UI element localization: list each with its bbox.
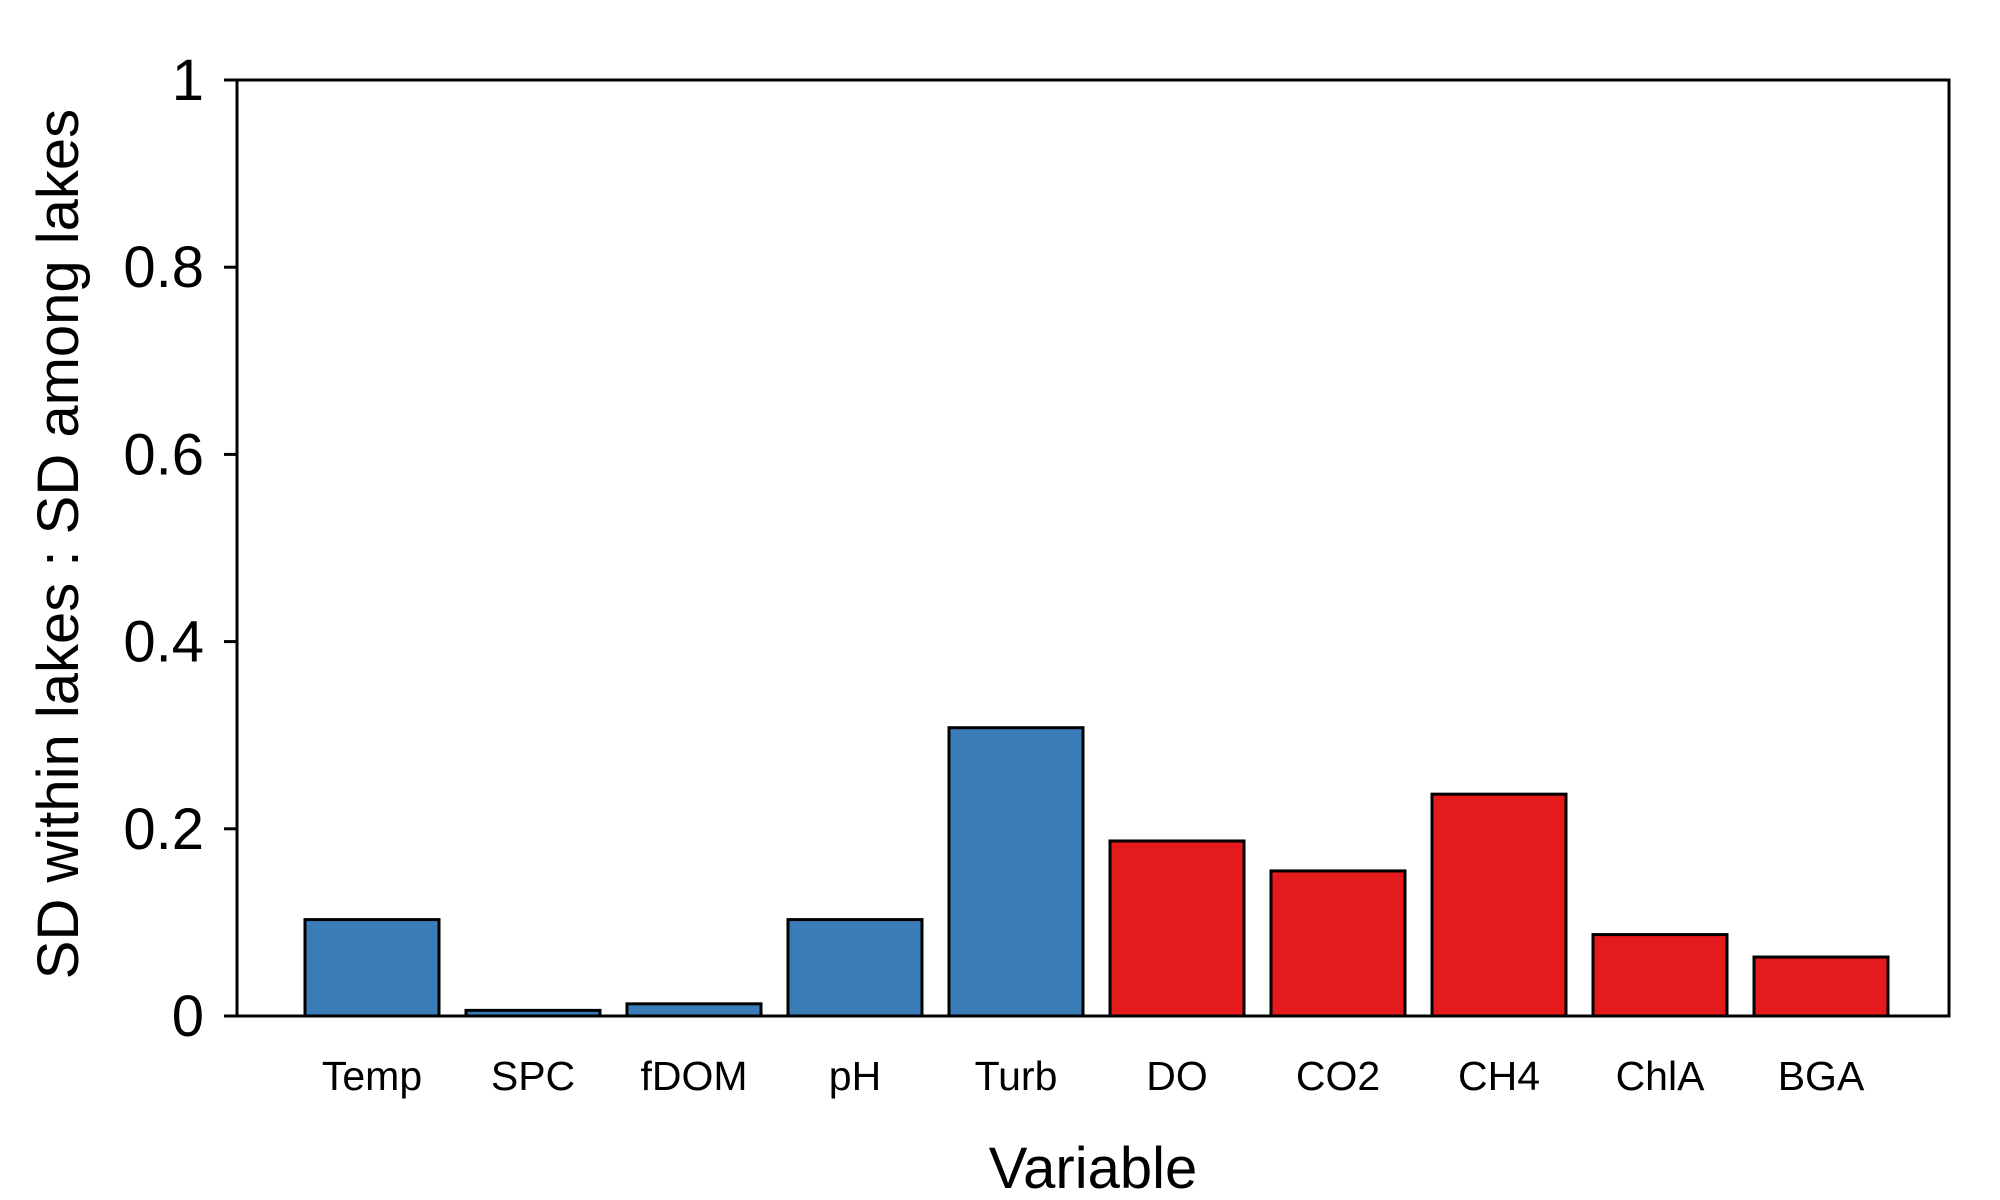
bar-do <box>1108 839 1246 1018</box>
x-tick-label-co2: CO2 <box>1296 1053 1380 1099</box>
y-tick-label: 1 <box>172 48 204 113</box>
x-axis: Temp SPC fDOM pH Turb DO CO2 CH4 ChlA BGA <box>322 1053 1865 1099</box>
bar-bga <box>1752 955 1890 1018</box>
x-tick-label-bga: BGA <box>1778 1053 1865 1099</box>
plot-frame <box>235 78 1951 1018</box>
y-tick-label: 0.2 <box>123 797 204 862</box>
x-tick-label-fdom: fDOM <box>640 1053 747 1099</box>
bar-co2 <box>1269 869 1407 1018</box>
bar-turb <box>947 726 1085 1018</box>
bar-temp <box>303 918 441 1018</box>
x-tick-label-temp: Temp <box>322 1053 422 1099</box>
y-tick-label: 0.8 <box>123 235 204 300</box>
x-tick-label-chla: ChlA <box>1616 1053 1706 1099</box>
y-axis: 0 0.2 0.4 0.6 0.8 1 <box>123 48 237 1049</box>
bar-chla <box>1591 933 1729 1018</box>
y-tick-label: 0.6 <box>123 422 204 487</box>
bar-spc <box>464 1008 602 1018</box>
plot-area <box>235 78 1951 1018</box>
x-tick-label-turb: Turb <box>975 1053 1058 1099</box>
x-axis-title: Variable <box>989 1136 1198 1200</box>
y-axis-title: SD within lakes : SD among lakes <box>26 109 91 979</box>
bar-ch4 <box>1430 792 1568 1018</box>
y-tick-label: 0.4 <box>123 610 204 675</box>
x-tick-label-spc: SPC <box>491 1053 575 1099</box>
bars-layer <box>303 726 1890 1018</box>
x-tick-label-do: DO <box>1146 1053 1208 1099</box>
x-tick-label-ph: pH <box>829 1053 881 1099</box>
bar-ph <box>786 918 924 1018</box>
x-tick-label-ch4: CH4 <box>1458 1053 1540 1099</box>
y-tick-label: 0 <box>172 984 204 1049</box>
bar-fdom <box>625 1002 763 1018</box>
